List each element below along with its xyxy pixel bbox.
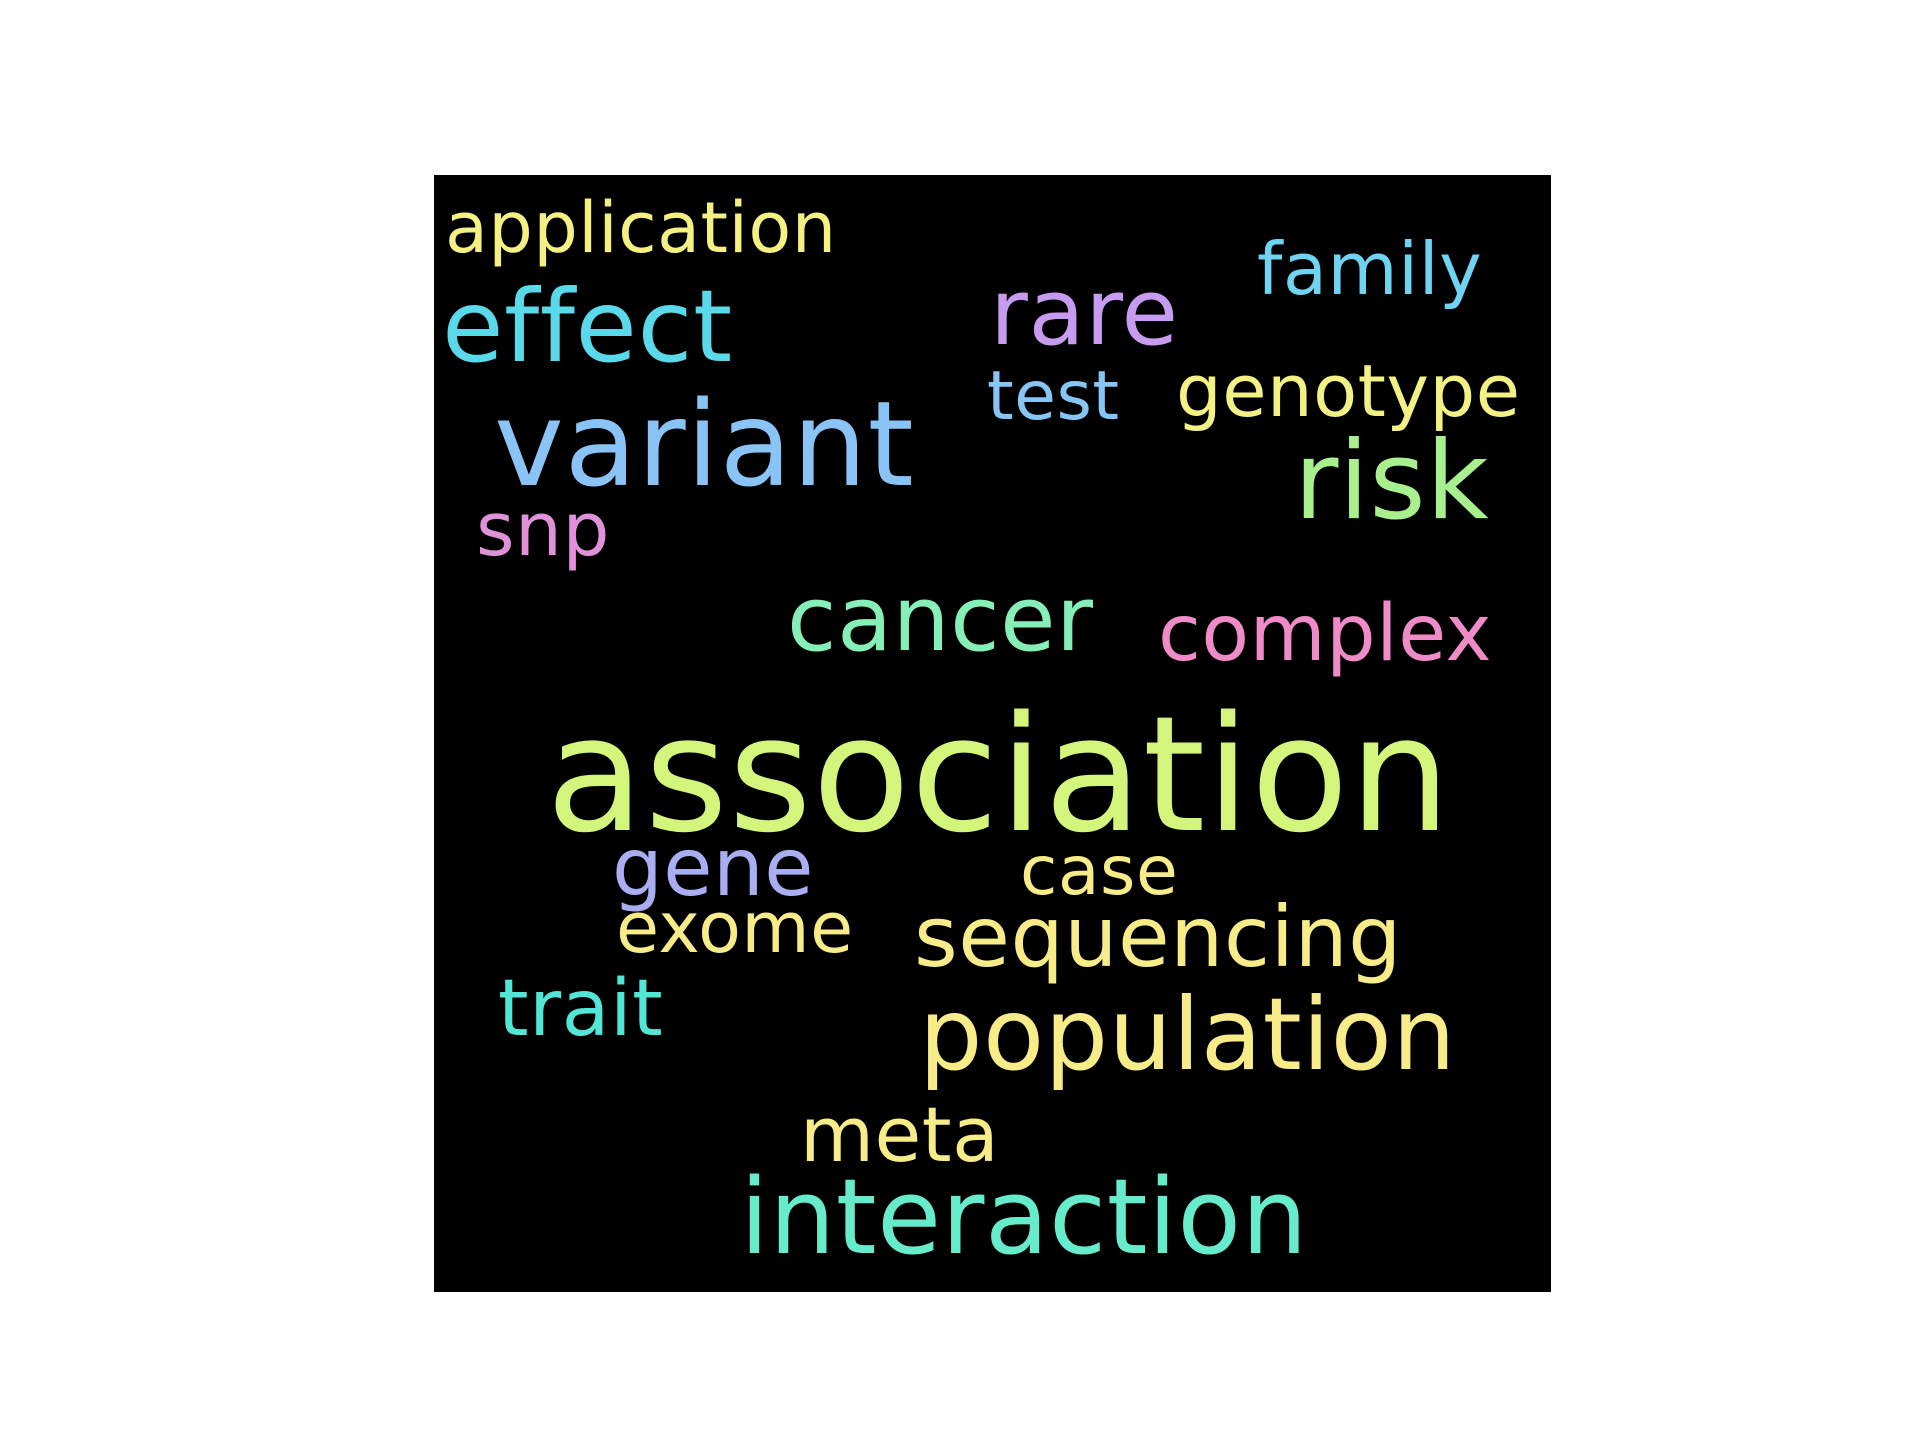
word-meta: meta [800,1090,1000,1179]
word-effect: effect [442,268,733,385]
word-sequencing: sequencing [914,888,1402,986]
word-snp: snp [476,487,610,573]
word-case: case [1020,832,1179,911]
word-cloud-panel: application family effect rare test geno… [434,175,1551,1292]
word-genotype: genotype [1176,349,1521,433]
word-trait: trait [498,964,664,1054]
word-population: population [919,976,1457,1093]
word-interaction: interaction [740,1156,1308,1278]
word-risk: risk [1294,419,1490,544]
word-cancer: cancer [787,567,1094,672]
word-test: test [987,357,1120,436]
word-association: association [546,681,1452,868]
word-application: application [445,187,837,269]
word-family: family [1257,227,1483,311]
word-exome: exome [616,887,854,969]
word-rare: rare [990,259,1179,366]
word-gene: gene [612,821,814,914]
word-complex: complex [1158,589,1493,679]
word-variant: variant [494,375,915,513]
